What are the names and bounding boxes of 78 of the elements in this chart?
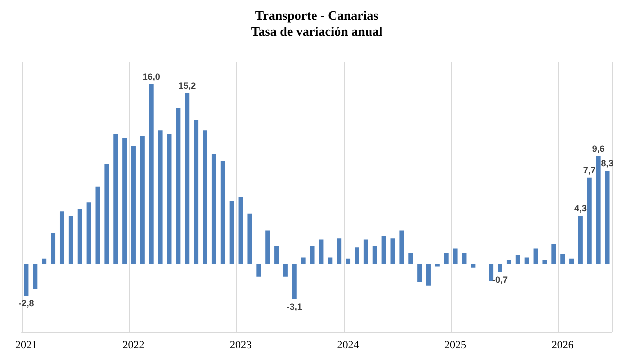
bar (560, 254, 566, 264)
data-label: -3,1 (286, 302, 302, 312)
bar (542, 260, 548, 264)
data-label: 7,7 (583, 165, 596, 176)
bar (605, 171, 610, 264)
bar (426, 264, 431, 286)
data-label: 15,2 (178, 81, 196, 91)
bar (364, 240, 368, 264)
data-label: -0,7 (492, 274, 508, 285)
x-tick-label: 2025 (444, 340, 468, 352)
bar (292, 264, 297, 300)
bar (274, 246, 280, 264)
data-label: -2,8 (18, 298, 34, 308)
bar (158, 130, 163, 264)
x-tick-label: 2024 (337, 340, 360, 352)
bar (33, 264, 38, 290)
bar (104, 164, 110, 264)
bar (132, 146, 136, 264)
bar (68, 216, 74, 264)
bar (266, 230, 270, 264)
bar (382, 236, 386, 264)
bar (301, 258, 306, 264)
bar (51, 233, 56, 264)
bar (453, 248, 458, 264)
bar (471, 264, 476, 268)
bar (587, 178, 592, 264)
chart-subtitle: Tasa de variación anual (251, 24, 384, 39)
bar (122, 138, 128, 264)
bar (596, 156, 601, 264)
bar (444, 253, 449, 264)
chart-title: Transporte - Canarias (255, 8, 379, 23)
bar (346, 258, 351, 264)
bar (578, 216, 583, 264)
bar (238, 197, 244, 264)
bar (283, 264, 288, 277)
bar (498, 264, 502, 272)
bar (337, 238, 342, 264)
bar (534, 248, 538, 264)
x-tick-label: 2023 (230, 340, 253, 352)
bar (328, 258, 333, 264)
bar (78, 209, 82, 264)
bar (212, 154, 216, 264)
bar (220, 161, 226, 264)
bar (408, 253, 414, 264)
x-tick-label: 2022 (122, 340, 145, 352)
bar (203, 130, 208, 264)
bar (194, 120, 199, 264)
bar (24, 264, 29, 296)
bar (310, 246, 315, 264)
bar (114, 134, 118, 264)
bar (552, 244, 556, 264)
bar (42, 258, 47, 264)
bar (506, 260, 512, 264)
bar (418, 264, 422, 282)
bar (185, 94, 190, 264)
bar (256, 264, 262, 277)
x-tick-label: 2021 (15, 340, 38, 352)
bar (524, 258, 530, 264)
bar (86, 202, 92, 264)
bar (248, 214, 252, 264)
bar (489, 264, 494, 282)
data-label: 9,6 (592, 144, 605, 154)
bar (319, 240, 324, 264)
bar (516, 256, 520, 264)
bar (230, 202, 234, 264)
bar (390, 238, 396, 264)
bar (140, 136, 145, 264)
bar (60, 212, 64, 264)
bar (372, 246, 378, 264)
bar (570, 258, 574, 264)
data-label: 16,0 (142, 72, 160, 82)
data-label: 4,3 (574, 204, 587, 214)
x-tick-label: 2026 (552, 340, 574, 352)
data-label: 8,3 (601, 158, 614, 169)
bar (354, 248, 360, 264)
bar (149, 84, 154, 264)
bar (176, 108, 181, 264)
bar (400, 230, 404, 264)
